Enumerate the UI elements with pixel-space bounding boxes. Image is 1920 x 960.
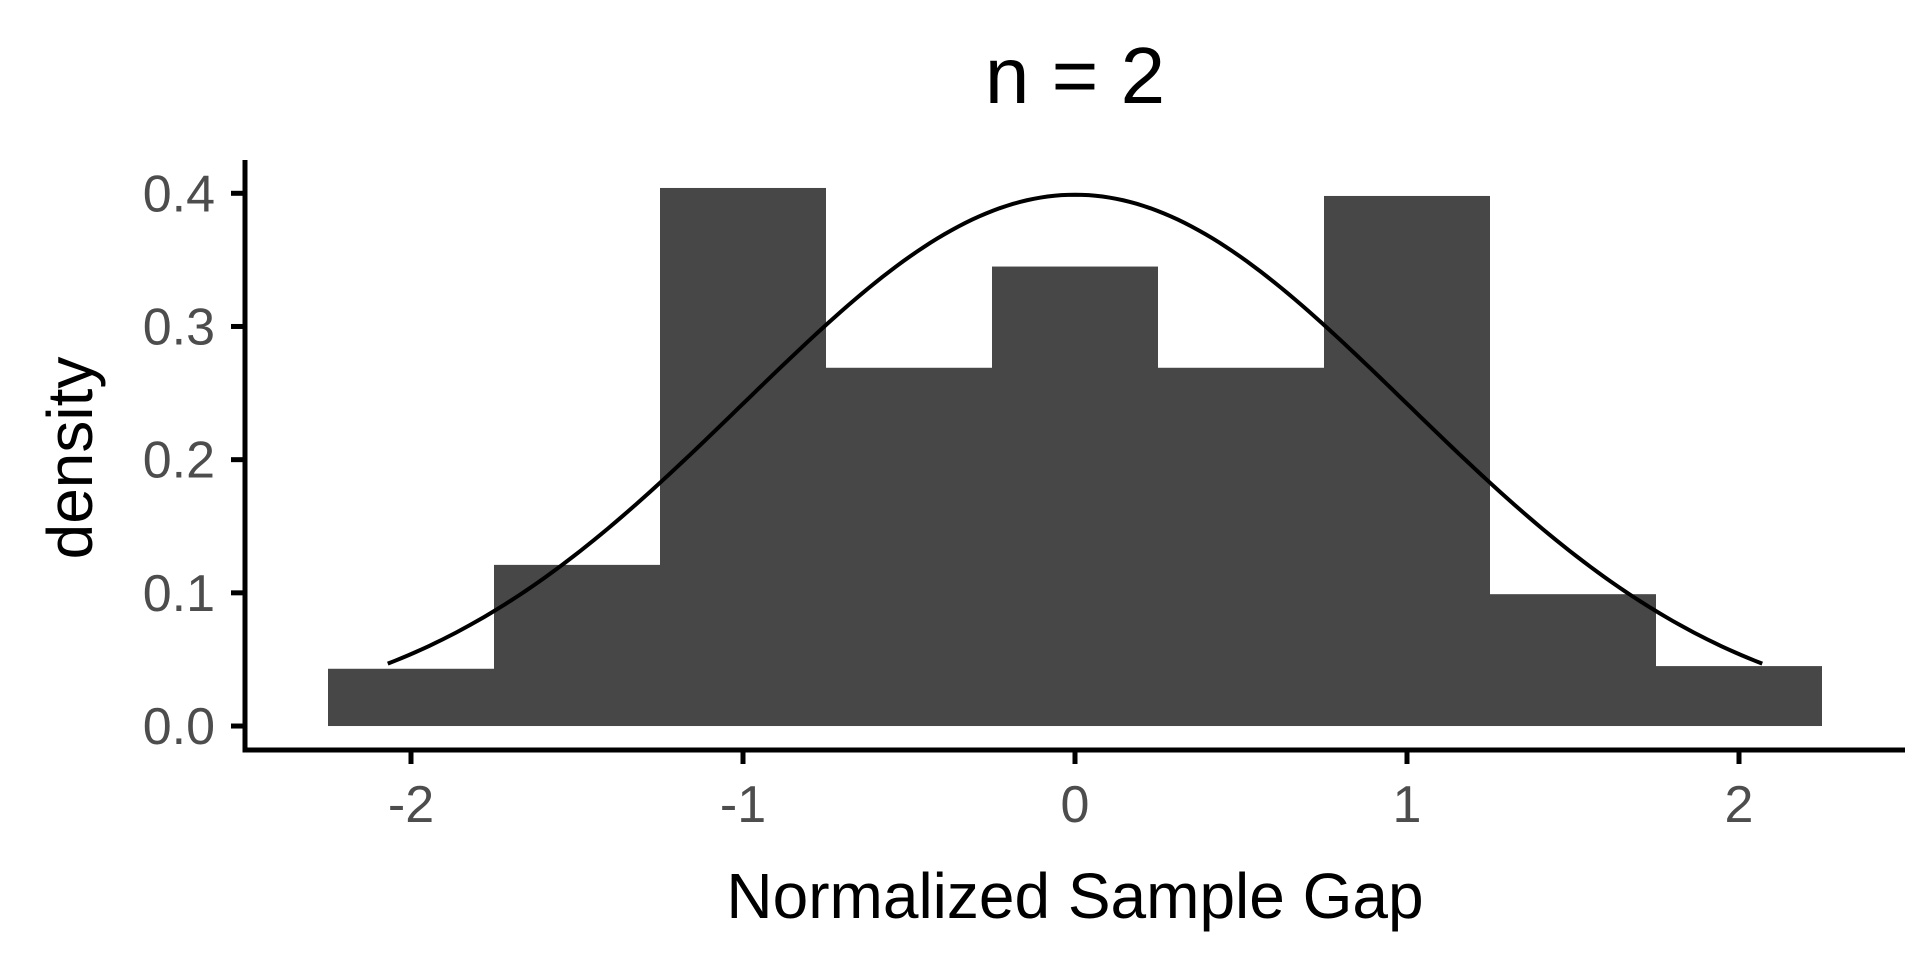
y-axis-title: density — [34, 357, 106, 560]
x-axis-ticks: -2 -1 0 1 2 — [388, 750, 1754, 834]
chart-title: n = 2 — [985, 31, 1165, 120]
histogram-bar-4 — [826, 367, 992, 727]
y-axis-ticks: 0.0 0.1 0.2 0.3 0.4 — [143, 165, 245, 756]
histogram-bar-5 — [992, 266, 1158, 727]
x-tick-label: 2 — [1725, 776, 1754, 834]
normal-density-curve — [387, 192, 1763, 666]
x-tick-label: 1 — [1393, 776, 1422, 834]
y-tick-label: 0.0 — [143, 698, 215, 756]
histogram-bar-8 — [1490, 594, 1656, 727]
y-tick-label: 0.1 — [143, 565, 215, 623]
x-tick-label: -1 — [720, 776, 766, 834]
x-axis-title: Normalized Sample Gap — [726, 860, 1423, 932]
x-tick-label: -2 — [388, 776, 434, 834]
histogram-bar-1 — [328, 668, 494, 727]
y-tick-label: 0.2 — [143, 432, 215, 490]
histogram-bars — [328, 187, 1822, 727]
histogram-bar-9 — [1656, 666, 1822, 727]
y-tick-label: 0.4 — [143, 165, 215, 223]
histogram-bar-6 — [1158, 367, 1324, 727]
histogram-bar-2 — [494, 564, 660, 727]
histogram-bar-7 — [1324, 195, 1490, 727]
y-tick-label: 0.3 — [143, 298, 215, 356]
x-tick-label: 0 — [1061, 776, 1090, 834]
